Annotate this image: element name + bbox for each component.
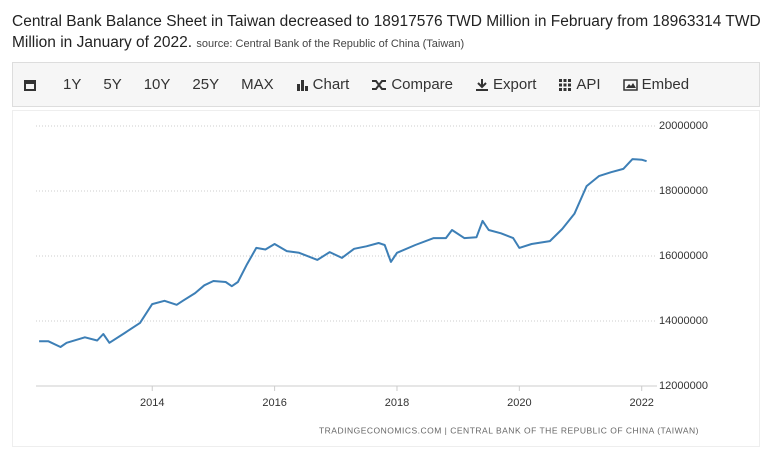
x-tick-label: 2016 [262,397,286,409]
export-label: Export [493,76,537,93]
y-tick-label: 20000000 [659,120,708,132]
chart-frame: TRADINGECONOMICS.COM | CENTRAL BANK OF T… [12,110,760,447]
x-tick-label: 2014 [140,397,164,409]
api-button[interactable]: API [558,76,601,93]
source: source: Central Bank of the Republic of … [196,38,465,50]
y-tick-label: 16000000 [659,250,708,262]
chart: TRADINGECONOMICS.COM | CENTRAL BANK OF T… [36,120,708,435]
compare-icon [372,79,387,90]
embed-label: Embed [641,76,690,93]
chart-label: Chart [312,76,350,93]
range-10y[interactable]: 10Y [143,76,171,93]
x-tick-label: 2018 [385,397,409,409]
embed-icon [622,78,638,91]
chart-button[interactable]: Chart [296,76,350,93]
y-tick-label: 18000000 [659,185,708,197]
api-label: API [576,76,601,93]
api-icon [559,78,572,91]
title-text: Central Bank Balance Sheet in Taiwan dec… [12,13,761,51]
calendar-icon [24,79,36,91]
range-5y[interactable]: 5Y [103,76,122,93]
range-1y[interactable]: 1Y [63,76,82,93]
y-tick-label: 12000000 [659,380,708,392]
series-line [39,158,647,348]
compare-label: Compare [391,76,454,93]
headline: Central Bank Balance Sheet in Taiwan dec… [12,11,764,55]
x-tick-label: 2020 [507,397,531,409]
calendar-button[interactable] [23,78,41,92]
embed-button[interactable]: Embed [622,76,690,93]
export-icon [476,78,489,91]
x-tick-label: 2022 [629,397,653,409]
y-tick-label: 14000000 [659,315,708,327]
range-25y[interactable]: 25Y [192,76,220,93]
footer: TRADINGECONOMICS.COM | CENTRAL BANK OF T… [319,425,699,435]
export-button[interactable]: Export [475,76,536,93]
chart-icon [296,79,308,91]
compare-button[interactable]: Compare [371,76,453,93]
toolbar: 1Y 5Y 10Y 25Y MAX Chart Compare Export A… [12,62,760,107]
range-max[interactable]: MAX [241,76,274,93]
